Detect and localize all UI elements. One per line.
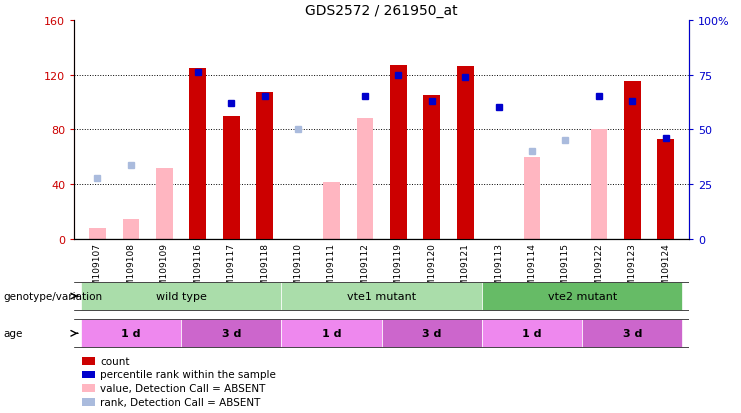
Text: vte1 mutant: vte1 mutant [347, 291, 416, 301]
Text: age: age [4, 328, 23, 339]
Bar [282, 320, 382, 347]
Bar [382, 320, 482, 347]
Bar [624, 82, 641, 240]
Text: 1 d: 1 d [322, 328, 341, 339]
Text: 3 d: 3 d [222, 328, 241, 339]
Text: value, Detection Call = ABSENT: value, Detection Call = ABSENT [100, 383, 265, 393]
Bar [156, 169, 173, 240]
Bar [356, 119, 373, 240]
Text: count: count [100, 356, 130, 366]
Bar [524, 157, 540, 240]
Bar [591, 130, 607, 240]
Text: rank, Detection Call = ABSENT: rank, Detection Call = ABSENT [100, 397, 260, 407]
Bar [456, 67, 473, 240]
Bar [390, 66, 407, 240]
Bar [282, 282, 482, 310]
Text: 1 d: 1 d [522, 328, 542, 339]
Text: vte2 mutant: vte2 mutant [548, 291, 617, 301]
Bar [482, 320, 582, 347]
Bar [81, 282, 282, 310]
Bar [81, 320, 181, 347]
Bar [122, 219, 139, 240]
Text: percentile rank within the sample: percentile rank within the sample [100, 370, 276, 380]
Bar [181, 320, 282, 347]
Text: 1 d: 1 d [122, 328, 141, 339]
Text: wild type: wild type [156, 291, 207, 301]
Bar [190, 69, 206, 240]
Title: GDS2572 / 261950_at: GDS2572 / 261950_at [305, 4, 458, 18]
Bar [256, 93, 273, 240]
Bar [323, 182, 340, 240]
Text: 3 d: 3 d [422, 328, 442, 339]
Bar [423, 96, 440, 240]
Text: genotype/variation: genotype/variation [4, 291, 103, 301]
Text: 3 d: 3 d [622, 328, 642, 339]
Bar [582, 320, 682, 347]
Bar [657, 140, 674, 240]
Bar [223, 116, 239, 240]
Bar [482, 282, 682, 310]
Bar [89, 229, 106, 240]
